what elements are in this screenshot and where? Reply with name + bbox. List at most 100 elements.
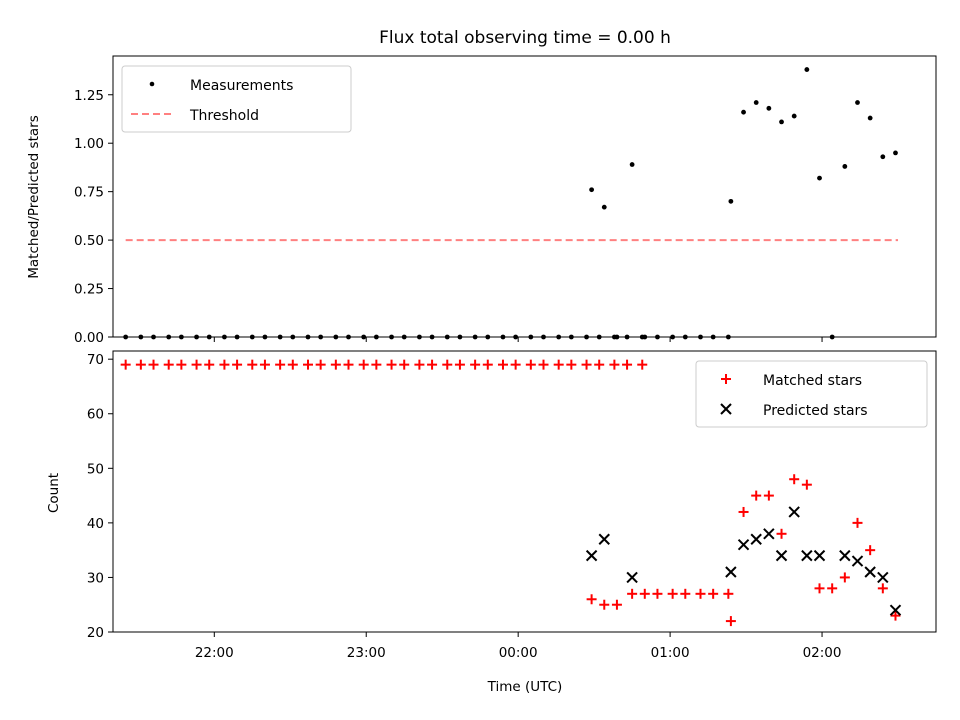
matched-point [525,359,536,370]
matched-point [594,359,605,370]
measurement-point [528,334,534,340]
bottom-y-tick-label: 40 [87,516,104,532]
measurement-point [361,334,367,340]
matched-point [553,359,564,370]
matched-point [287,359,298,370]
measurement-point [584,334,589,340]
matched-point [890,610,901,621]
top-legend: Measurements Threshold [121,65,352,133]
top-y-tick-label: 1.00 [74,136,104,152]
matched-point [510,359,521,370]
predicted-point [763,528,775,540]
matched-point [371,359,382,370]
measurement-point [855,100,860,105]
matched-point [763,490,774,501]
measurement-point [401,334,407,340]
top-axes-frame [112,55,937,338]
top-y-tick-label: 0.75 [74,185,104,201]
matched-point [399,359,410,370]
matched-point [652,588,663,599]
measurement-point [753,100,759,105]
measurement-point [842,164,848,169]
matched-point [680,588,691,599]
measurement-point [194,334,199,340]
bottom-y-tick-label: 60 [87,407,104,423]
measurement-point [682,334,688,340]
matched-point [358,359,369,370]
matched-point [219,359,230,370]
matched-point [789,474,800,485]
predicted-point [864,566,876,578]
measurement-point [138,334,144,340]
measurement-point [417,334,422,340]
matched-point [611,599,622,610]
predicted-point [598,533,610,545]
matched-point [259,359,270,370]
matched-point [343,359,354,370]
predicted-point [737,538,750,551]
matched-point [442,359,453,370]
bottom-y-tick-label: 70 [87,352,104,368]
bottom-legend-box [695,360,928,428]
bottom-y-axis-label: Count [46,473,62,513]
legend-threshold-label: Threshold [189,108,259,124]
bottom-y-tick-label: 50 [87,461,104,477]
matched-point [609,359,620,370]
bottom-x-axis: 22:00 23:00 00:00 01:00 02:00 [195,632,841,661]
matched-point [330,359,341,370]
matched-point [877,583,888,594]
predicted-point [725,566,737,578]
matched-point [482,359,493,370]
measurement-point [333,334,339,340]
predicted-point [585,549,598,562]
measurement-point [541,334,546,340]
matched-point [386,359,397,370]
chart-title: Flux total observing time = 0.00 h [379,28,671,48]
matched-point [581,359,592,370]
matched-point [275,359,286,370]
matched-point [667,588,678,599]
matched-point [599,599,610,610]
matched-point [725,616,736,627]
measurement-point [817,175,822,181]
measurements-series [123,67,898,340]
top-y-axis-label: Matched/Predicted stars [26,115,42,278]
matched-point [566,359,577,370]
measurement-point [698,334,703,340]
matched-point [191,359,202,370]
measurement-point [725,334,731,340]
matched-point [497,359,508,370]
matched-point [814,583,825,594]
bottom-y-tick-label: 20 [87,625,104,641]
matched-point [723,588,734,599]
measurement-point [779,119,784,125]
predicted-stars-series [585,506,902,616]
matched-point [738,506,749,517]
matched-point [148,359,159,370]
bottom-x-tick-label: 00:00 [499,645,538,661]
measurement-point [556,334,562,340]
predicted-point [877,571,889,584]
measurement-point [624,334,630,340]
measurement-point [629,162,635,167]
predicted-point [750,533,762,545]
legend-predicted-marker [720,403,732,415]
measurement-point [485,334,491,340]
matched-point [622,359,633,370]
top-y-tick-label: 0.00 [74,330,104,346]
matched-point [827,583,838,594]
measurement-point [262,334,268,340]
measurement-point [318,334,324,340]
legend-measurements-label: Measurements [190,78,293,94]
matched-point [586,594,597,605]
measurement-point [791,113,797,119]
matched-point [637,359,648,370]
measurement-point [305,334,311,340]
measurement-point [804,67,810,72]
measurement-point [614,334,620,340]
bottom-legend: Matched stars Predicted stars [695,360,928,428]
matched-point [247,359,258,370]
bottom-y-tick-label: 30 [87,570,104,586]
measurement-point [206,334,212,340]
